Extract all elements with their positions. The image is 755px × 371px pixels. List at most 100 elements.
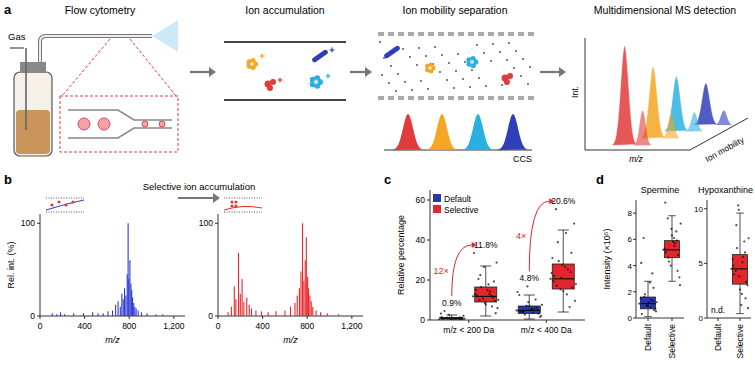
peak xyxy=(162,314,163,316)
electrode xyxy=(388,32,394,36)
electrode xyxy=(488,96,494,100)
ms-peak xyxy=(685,112,703,131)
gas-molecule xyxy=(462,78,464,80)
arrow xyxy=(540,71,560,73)
figure: abcdFlow cytometryIon accumulationIon mo… xyxy=(0,0,755,371)
whisker xyxy=(672,258,673,282)
whisker-cap xyxy=(736,313,744,314)
ms-peak xyxy=(613,46,637,146)
gas-molecule xyxy=(522,58,524,60)
point xyxy=(495,312,497,314)
point xyxy=(439,317,441,319)
electrode xyxy=(478,96,484,100)
int-axis xyxy=(585,38,586,150)
y-tick-label: 0 xyxy=(30,311,35,321)
point xyxy=(744,297,746,299)
gas-label: Gas xyxy=(8,31,26,42)
stage-title: Ion mobility separation xyxy=(402,4,507,16)
point xyxy=(560,277,562,279)
point xyxy=(550,272,552,274)
panel-label: d xyxy=(596,172,604,187)
y-axis xyxy=(218,214,219,316)
whisker xyxy=(563,230,564,264)
ion xyxy=(470,60,474,64)
tube xyxy=(40,36,152,62)
point xyxy=(664,247,666,249)
point xyxy=(449,317,451,319)
gas-molecule xyxy=(439,71,441,73)
median xyxy=(665,249,680,250)
point xyxy=(492,297,494,299)
inset xyxy=(230,204,233,207)
point xyxy=(494,300,496,302)
point xyxy=(486,289,488,291)
point xyxy=(665,251,667,253)
x-axis xyxy=(636,318,684,319)
gas-molecule xyxy=(397,73,399,75)
inset xyxy=(71,200,74,203)
peak xyxy=(320,312,321,316)
point xyxy=(566,293,568,295)
y-axis xyxy=(636,200,637,318)
electrode xyxy=(408,96,414,100)
whisker xyxy=(485,302,486,316)
gas-molecule xyxy=(434,46,436,48)
point xyxy=(475,289,477,291)
peak xyxy=(124,288,125,316)
point xyxy=(741,261,743,263)
whisker xyxy=(648,281,649,297)
whisker-cap xyxy=(446,320,457,321)
whisker-cap xyxy=(524,295,535,296)
fold-arrow-head xyxy=(549,198,554,204)
mobility-peak xyxy=(498,114,528,150)
y-tick-label: 2 xyxy=(628,288,633,297)
peak xyxy=(238,253,239,316)
legend-swatch xyxy=(433,194,441,202)
x-axis-label: m/z xyxy=(283,335,298,345)
peak xyxy=(52,313,53,316)
point xyxy=(452,318,454,320)
peak xyxy=(338,314,339,316)
point xyxy=(673,237,675,239)
point xyxy=(446,317,448,319)
point xyxy=(552,280,554,282)
peak xyxy=(307,277,308,316)
point xyxy=(516,309,518,311)
point xyxy=(650,299,652,301)
ion xyxy=(428,66,432,70)
whisker-cap xyxy=(524,319,535,320)
y-tick-label: 0 xyxy=(628,314,633,323)
point xyxy=(736,247,738,249)
peak xyxy=(240,294,241,316)
point xyxy=(668,261,670,263)
x-tick xyxy=(351,316,352,319)
point xyxy=(463,318,465,320)
ms-peak xyxy=(662,113,680,138)
x-tick-label: Default xyxy=(643,323,653,351)
y-tick xyxy=(427,240,430,241)
point xyxy=(495,262,497,264)
y-tick-label: 100 xyxy=(199,218,213,228)
arrow-head xyxy=(213,193,220,203)
point xyxy=(738,209,740,211)
x-tick-label: 400 xyxy=(256,321,270,331)
point xyxy=(537,313,539,315)
electrode xyxy=(418,32,424,36)
plot-area xyxy=(730,204,749,313)
point xyxy=(440,313,442,315)
y-axis-label: Relative percentage xyxy=(396,215,406,295)
peak xyxy=(305,260,306,316)
arrow xyxy=(190,71,210,73)
peak xyxy=(316,310,317,316)
point xyxy=(559,288,561,290)
electrode xyxy=(498,32,504,36)
electrode xyxy=(488,32,494,36)
box xyxy=(733,255,748,285)
point xyxy=(553,275,555,277)
gas-molecule xyxy=(427,88,429,90)
box xyxy=(641,297,656,309)
plate xyxy=(224,41,346,43)
point xyxy=(646,305,648,307)
point xyxy=(652,300,654,302)
peak xyxy=(249,305,250,316)
